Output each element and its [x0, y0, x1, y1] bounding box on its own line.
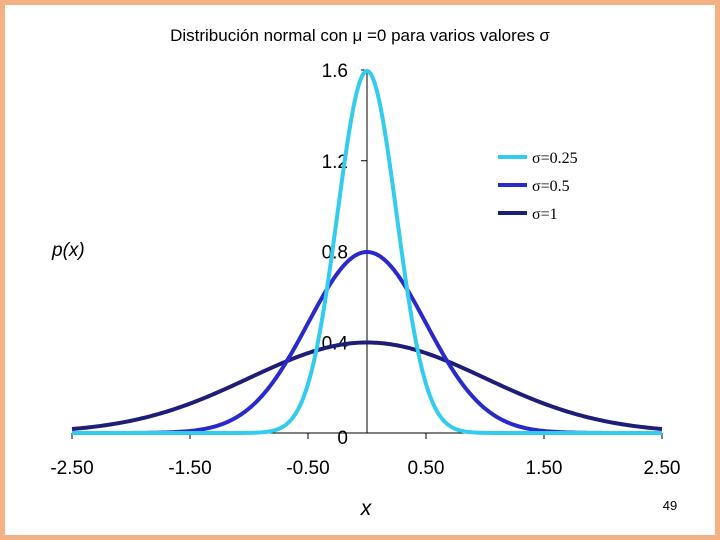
- series-line-3: [71, 340, 663, 432]
- page-number: 49: [662, 498, 678, 513]
- y-tick-label: 0.8: [322, 243, 348, 264]
- series-line-1: [71, 68, 663, 435]
- y-tick-label: 0: [337, 428, 348, 449]
- y-tick-label: 1.2: [322, 152, 348, 173]
- legend-entry-3: σ=1: [532, 206, 558, 223]
- chart-title: Distribución normal con μ =0 para varios…: [170, 26, 550, 45]
- y-axis-label: p(x): [51, 240, 85, 261]
- y-tick-label: 1.6: [322, 61, 348, 82]
- x-tick-label: -0.50: [286, 458, 329, 479]
- x-tick-label: -2.50: [50, 458, 93, 479]
- x-axis-label: x: [360, 497, 373, 520]
- x-tick-label: 2.50: [644, 458, 681, 479]
- legend-entry-1: σ=0.25: [532, 150, 578, 167]
- x-tick-label: 1.50: [526, 458, 563, 479]
- x-tick-label: -1.50: [168, 458, 211, 479]
- legend-entry-2: σ=0.5: [532, 178, 570, 195]
- x-tick-label: 0.50: [408, 458, 445, 479]
